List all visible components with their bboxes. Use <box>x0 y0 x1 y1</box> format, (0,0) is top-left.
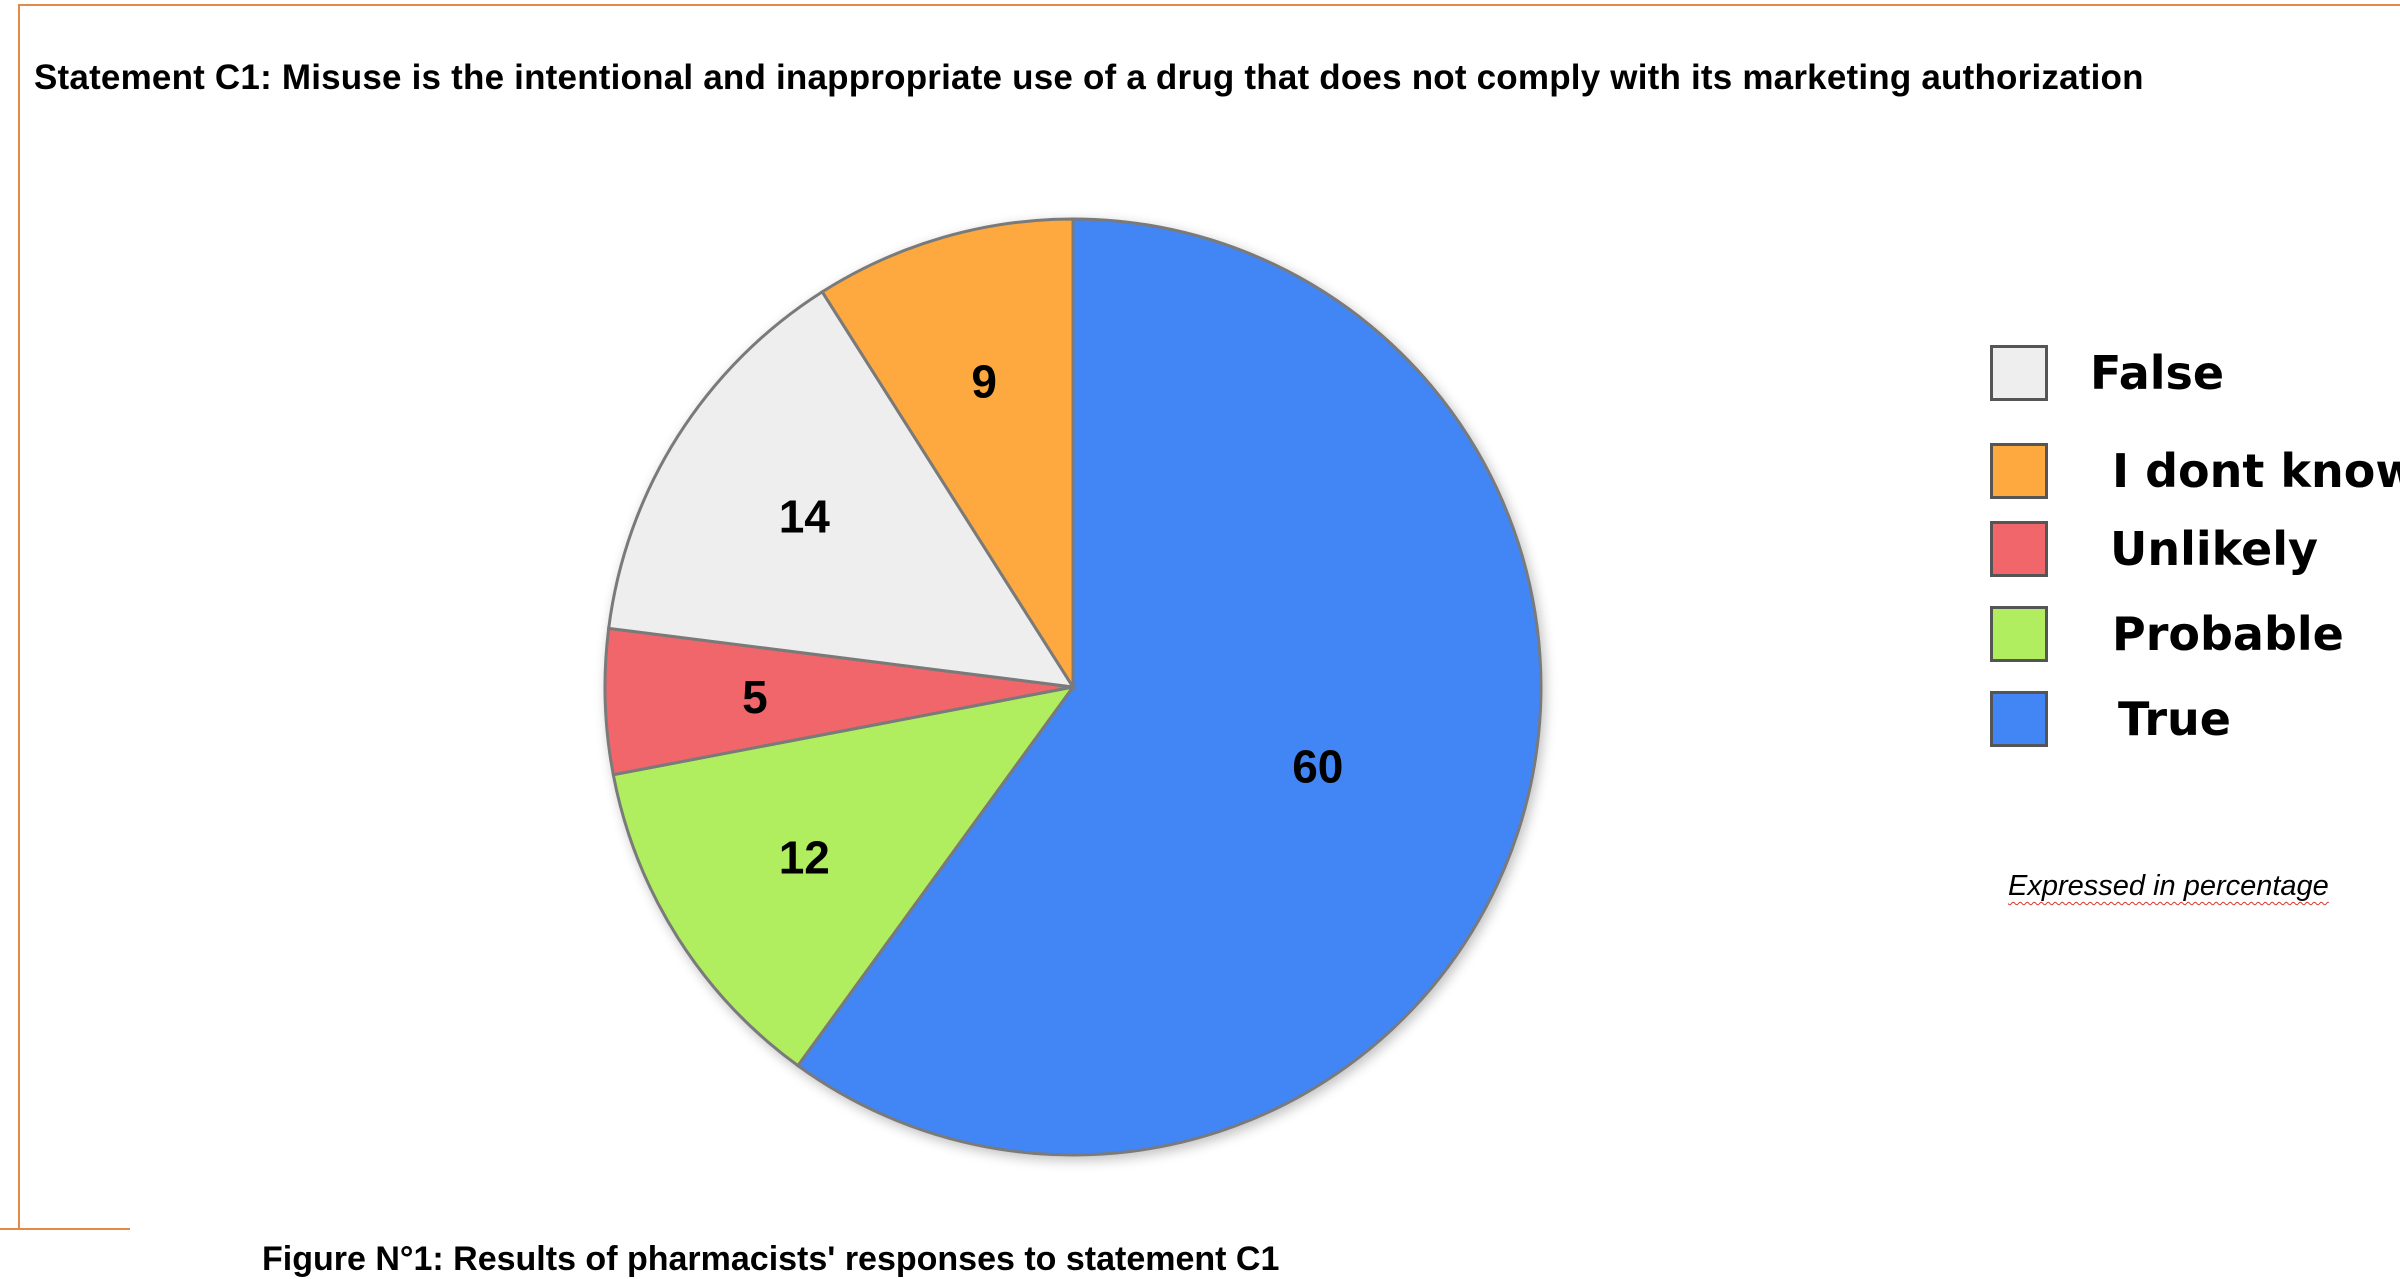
legend-label: Unlikely <box>2110 522 2318 576</box>
pie-slice-i-dont-know <box>820 217 1075 693</box>
legend-label: False <box>2090 346 2225 400</box>
frame-divider <box>0 1228 130 1230</box>
data-label-i-dont-know: 9 <box>971 355 997 407</box>
legend-label: I dont know <box>2112 444 2400 498</box>
figure-caption: Figure N°1: Results of pharmacists' resp… <box>262 1240 1280 1278</box>
pie-slices <box>603 217 1543 1157</box>
pie-slice-true <box>795 217 1543 1157</box>
legend-item-true: True <box>1990 686 2231 752</box>
legend-swatch <box>1990 691 2048 747</box>
legend-item-unlikely: Unlikely <box>1990 516 2318 582</box>
legend-item-false: False <box>1990 340 2224 406</box>
data-label-probable: 12 <box>779 832 830 884</box>
legend-swatch <box>1990 443 2048 499</box>
pie-slice-false <box>607 289 1076 689</box>
legend-label: True <box>2118 692 2231 746</box>
statement-text: Statement C1: Misuse is the intentional … <box>34 58 2144 97</box>
legend-item-i-dont-know: I dont know <box>1990 438 2400 504</box>
legend-item-probable: Probable <box>1990 601 2344 667</box>
data-label-true: 60 <box>1292 741 1343 793</box>
legend-label: Probable <box>2112 607 2344 661</box>
legend-swatch <box>1990 521 2048 577</box>
data-label-false: 14 <box>779 490 831 542</box>
unit-note: Expressed in percentage <box>2008 870 2329 902</box>
figure-frame <box>18 4 2400 1230</box>
legend-swatch <box>1990 606 2048 662</box>
pie-slice-probable <box>611 684 1077 1068</box>
legend-swatch <box>1990 345 2048 401</box>
data-label-unlikely: 5 <box>742 671 768 723</box>
pie-slice-unlikely <box>603 626 1074 777</box>
